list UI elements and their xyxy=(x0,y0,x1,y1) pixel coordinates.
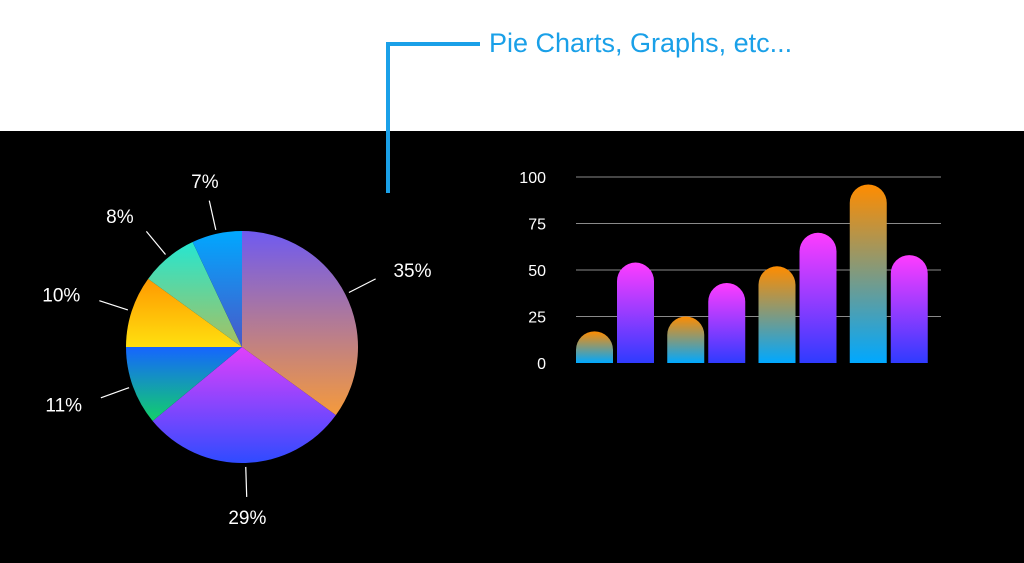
bar-chart: 0 25 50 75 100 xyxy=(519,170,941,373)
bar xyxy=(576,331,613,363)
bar xyxy=(849,184,887,363)
pie-slice xyxy=(148,242,242,347)
top-banner xyxy=(0,0,1024,131)
bar xyxy=(617,262,654,363)
pie-slice-label: 29% xyxy=(228,508,266,529)
bar xyxy=(667,316,705,363)
pie-slice-label: 8% xyxy=(106,207,134,228)
pie-slice-label: 11% xyxy=(45,396,82,417)
bar xyxy=(890,255,928,363)
y-tick-label: 100 xyxy=(519,170,546,187)
pie-leader-line xyxy=(348,278,376,294)
pie-chart: 35% 29% 11% 10% 8% 7% xyxy=(42,172,431,529)
pie-slice xyxy=(125,278,242,347)
y-tick-label: 75 xyxy=(528,217,546,234)
pie-leader-line xyxy=(145,231,166,255)
pie-slice-label: 35% xyxy=(393,261,431,282)
pie-slice xyxy=(126,347,242,421)
pie-leader-line xyxy=(100,387,130,399)
pie-leader-line xyxy=(208,200,217,231)
bar xyxy=(799,232,837,363)
y-tick-label: 0 xyxy=(537,356,546,373)
pie-slice xyxy=(242,231,359,416)
pie-leader-line xyxy=(245,466,248,497)
callout-connector xyxy=(386,42,480,193)
pie-slice xyxy=(152,347,336,464)
pie-slice-label: 10% xyxy=(42,285,80,306)
bar xyxy=(708,283,746,363)
pie-leader-line xyxy=(99,300,129,311)
pie-slice xyxy=(192,231,242,347)
pie-slice-label: 7% xyxy=(191,172,219,193)
callout-label: Pie Charts, Graphs, etc... xyxy=(489,28,793,58)
bar xyxy=(758,266,796,363)
y-tick-label: 50 xyxy=(528,263,546,280)
y-tick-label: 25 xyxy=(528,310,546,327)
